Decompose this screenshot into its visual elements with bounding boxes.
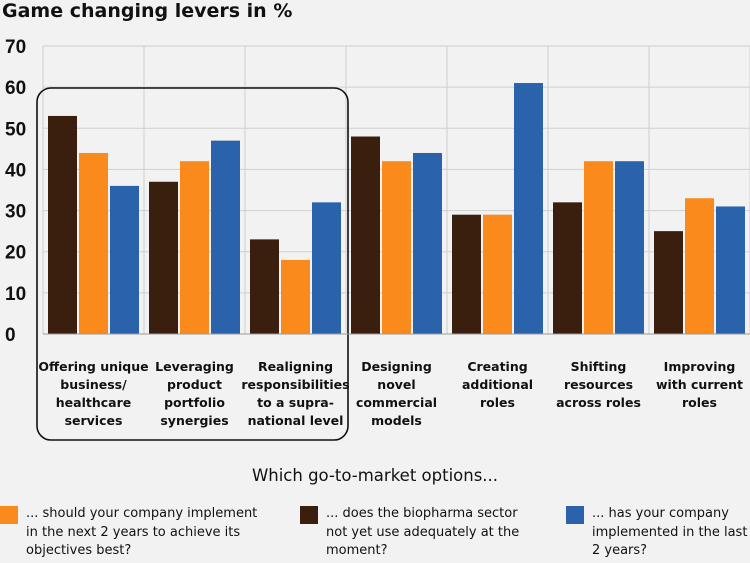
x-axis-title: Which go-to-market options...: [251, 466, 499, 485]
highlight-box: [36, 87, 349, 441]
bar: [110, 185, 139, 334]
x-tick-label: models: [371, 413, 422, 428]
legend-item-brown: ... does the biopharma sector not yet us…: [300, 505, 519, 561]
legend-label-blue: ... has your company implemented in the …: [592, 506, 748, 558]
x-tick-label: resources: [564, 377, 633, 392]
bar-chart: 0 10 20 30 40 50 60 70 Offering unique business/h…: [5, 37, 750, 441]
bar: [584, 161, 613, 334]
legend-swatch-brown: [300, 506, 318, 524]
x-tick-label: with current: [656, 377, 743, 392]
bar: [452, 214, 481, 334]
x-tick-label: Improving: [664, 359, 736, 374]
x-tick-label: commercial: [356, 395, 437, 410]
bar: [685, 198, 714, 334]
x-tick-label: Realigning: [258, 359, 333, 374]
legend-label-brown: ... does the biopharma sector not yet us…: [326, 506, 520, 558]
bar: [180, 161, 209, 334]
x-tick-label: national level: [248, 413, 344, 428]
bar: [553, 202, 582, 334]
y-tick-label: 30: [5, 202, 26, 223]
legend-label-orange: ... should your company implement in the…: [26, 506, 258, 558]
x-tick-label: Creating: [467, 359, 527, 374]
y-tick-label: 0: [5, 325, 16, 346]
bar: [281, 259, 310, 334]
x-tick-label: portfolio: [164, 395, 225, 410]
bar: [514, 83, 543, 335]
bar: [79, 152, 108, 334]
x-tick-label: to a supra-: [257, 395, 334, 410]
bar: [211, 140, 240, 334]
x-tick-label: business/: [60, 377, 127, 392]
x-tick-label: synergies: [160, 413, 228, 428]
x-tick-label: services: [65, 413, 123, 428]
legend-item-orange: ... should your company implement in the…: [0, 505, 257, 561]
x-tick-label: novel: [377, 377, 415, 392]
legend-item-blue: ... has your company implemented in the …: [566, 505, 747, 561]
x-tick-label: additional: [462, 377, 533, 392]
bar: [615, 161, 644, 334]
bar: [413, 152, 442, 334]
bar: [48, 115, 77, 334]
x-tick-label: across roles: [556, 395, 641, 410]
chart-title: Game changing levers in %: [2, 0, 293, 22]
bar: [351, 136, 380, 334]
bar: [149, 181, 178, 334]
x-tick-label: responsibilities: [241, 377, 349, 392]
x-tick-label: healthcare: [56, 395, 131, 410]
x-tick-label: roles: [480, 395, 515, 410]
x-tick-label: Offering unique: [38, 359, 148, 374]
x-tick-label: product: [167, 377, 222, 392]
y-tick-label: 40: [5, 160, 26, 181]
x-tick-label: roles: [682, 395, 717, 410]
x-tick-label: Leveraging: [155, 359, 234, 374]
bar: [250, 239, 279, 334]
y-tick-label: 50: [5, 119, 26, 140]
bar: [716, 206, 745, 334]
x-tick-label: Designing: [361, 359, 432, 374]
bar: [382, 161, 411, 334]
legend-swatch-orange: [0, 506, 18, 524]
x-tick-label: Shifting: [571, 359, 627, 374]
bar: [654, 231, 683, 334]
y-tick-label: 20: [5, 243, 26, 264]
y-tick-label: 10: [5, 284, 26, 305]
y-tick-label: 60: [5, 78, 26, 99]
bar: [483, 214, 512, 334]
bar: [312, 202, 341, 334]
y-tick-label: 70: [5, 37, 26, 58]
legend-swatch-blue: [566, 506, 584, 524]
